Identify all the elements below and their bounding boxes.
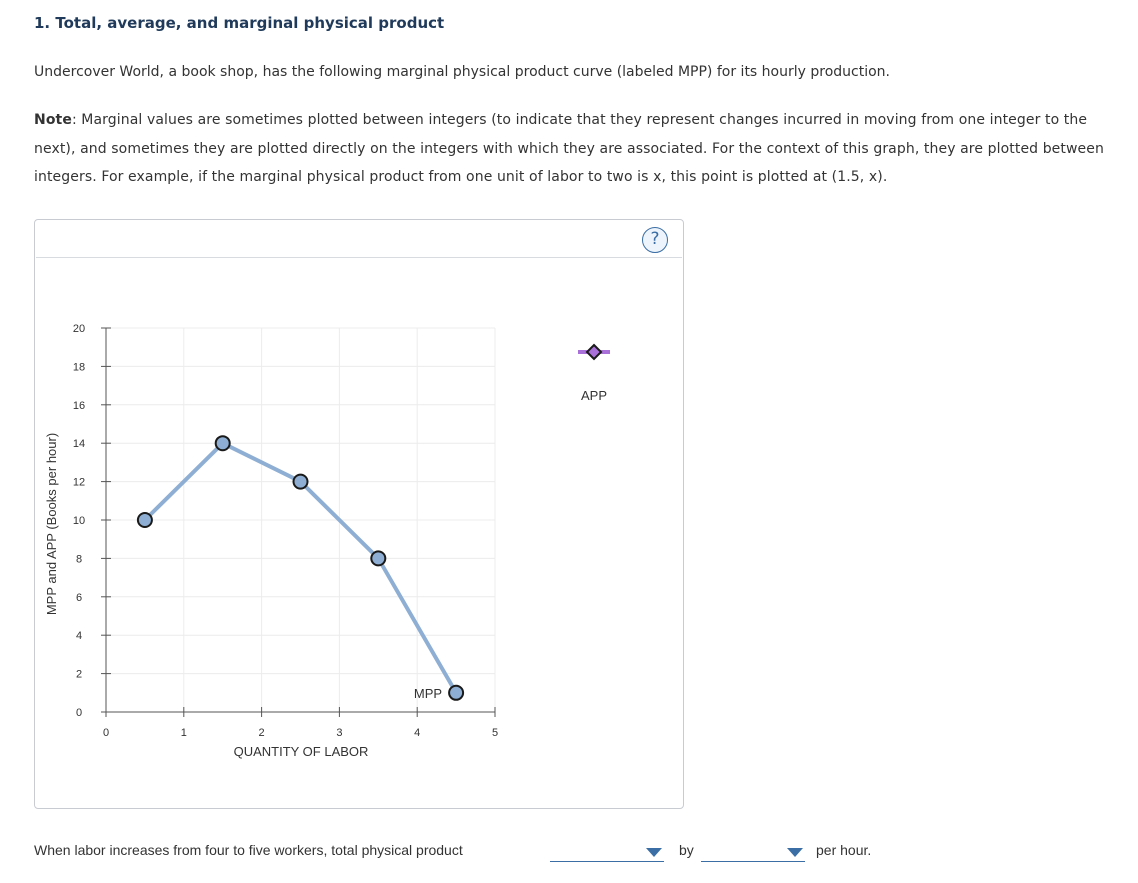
mpp-point: [448, 684, 465, 701]
x-tick-label: 1: [181, 727, 187, 739]
y-tick-label: 12: [73, 477, 85, 489]
mpp-point: [292, 473, 309, 490]
x-tick-label: 4: [414, 727, 420, 739]
legend-app-diamond: [585, 343, 603, 361]
tpp-change-dropdown[interactable]: [550, 843, 664, 862]
x-tick-label: 3: [336, 727, 342, 739]
question-text: When labor increases from four to five w…: [34, 842, 463, 858]
note-paragraph: Note: Marginal values are sometimes plot…: [34, 106, 1129, 192]
note-text: : Marginal values are sometimes plotted …: [34, 112, 1104, 185]
graph-panel: ?: [34, 219, 684, 809]
y-tick-label: 10: [73, 515, 85, 527]
y-tick-label: 6: [76, 592, 82, 604]
question-heading: 1. Total, average, and marginal physical…: [34, 14, 445, 32]
mpp-point: [370, 550, 387, 567]
x-tick-label: 0: [103, 727, 109, 739]
y-tick-label: 4: [76, 630, 82, 642]
x-tick-label: 5: [492, 727, 498, 739]
y-tick-label: 8: [76, 553, 82, 565]
y-tick-label: 2: [76, 669, 82, 681]
intro-text: Undercover World, a book shop, has the f…: [34, 64, 890, 80]
panel-divider: [36, 257, 682, 258]
y-tick-label: 0: [76, 707, 82, 719]
y-tick-label: 14: [73, 438, 85, 450]
y-tick-label: 20: [73, 323, 85, 335]
y-tick-label: 18: [73, 361, 85, 373]
tpp-amount-dropdown[interactable]: [701, 843, 805, 862]
per-hour-text: per hour.: [816, 842, 872, 858]
x-tick-label: 2: [259, 727, 265, 739]
by-text: by: [679, 842, 694, 858]
help-button[interactable]: ?: [642, 227, 668, 253]
chevron-down-icon: [787, 848, 803, 857]
chevron-down-icon: [646, 848, 662, 857]
y-axis-title: MPP and APP (Books per hour): [44, 433, 59, 615]
legend-app-label: APP: [581, 388, 607, 403]
mpp-series-label: MPP: [414, 686, 442, 701]
note-label: Note: [34, 112, 72, 128]
y-tick-label: 16: [73, 400, 85, 412]
x-axis-title: QUANTITY OF LABOR: [234, 744, 369, 759]
mpp-point: [136, 512, 153, 528]
mpp-point: [214, 435, 231, 452]
